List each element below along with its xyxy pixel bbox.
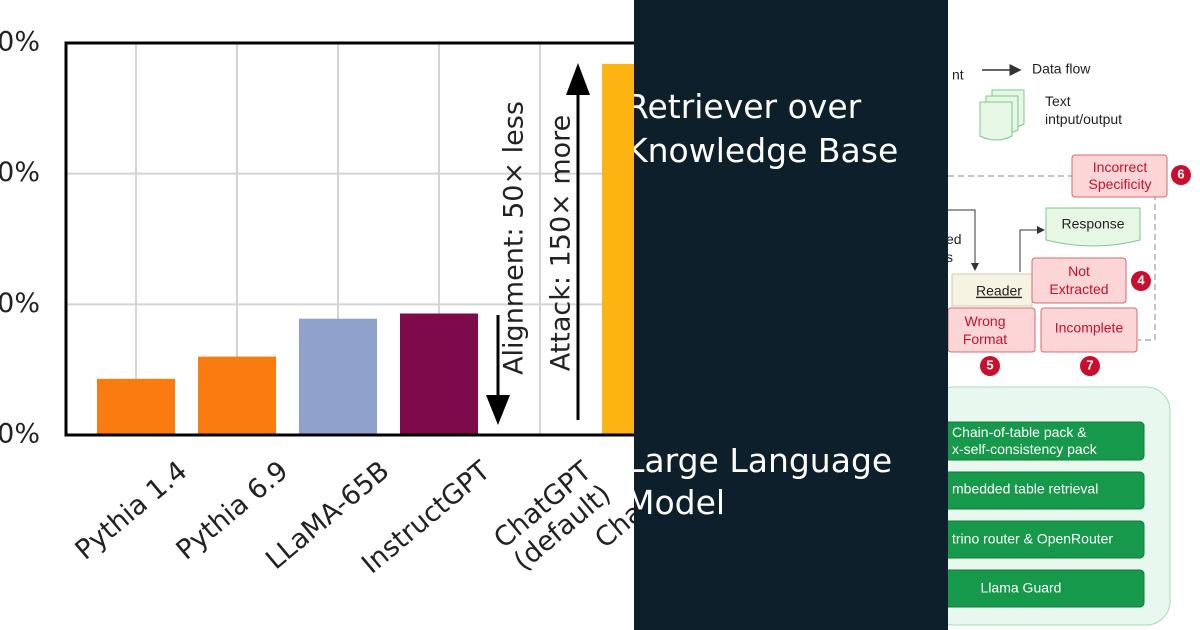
- badge: [1131, 271, 1151, 291]
- bar: [198, 356, 276, 435]
- legend-text: nt: [952, 67, 964, 83]
- doc-icon: [979, 101, 1013, 141]
- node-label: ed s: [946, 231, 962, 265]
- annotation: Attack: 150× more: [546, 115, 577, 372]
- bar: [97, 378, 175, 435]
- tool-button: [948, 421, 1145, 461]
- panel-bg: [634, 0, 948, 630]
- badge: [980, 356, 1000, 376]
- panel-text: Retriever over Knowledge Base: [626, 87, 898, 170]
- error-label: Incorrect Specificity: [1088, 159, 1151, 192]
- arrow-head: [566, 63, 590, 95]
- y-tick-label: 0%: [0, 419, 40, 450]
- badge-label: 4: [1137, 272, 1145, 287]
- badge-label: 7: [1086, 357, 1093, 372]
- badge: [1080, 356, 1100, 376]
- error-label: Incomplete: [1055, 320, 1124, 336]
- tool-button: [948, 471, 1145, 510]
- x-tick-label: ChatGPT(default): [488, 455, 617, 577]
- flow-arrow: [948, 209, 979, 271]
- flow-arrow: [1019, 226, 1045, 272]
- tool-label: trino router & OpenRouter: [952, 531, 1113, 547]
- error-box: [1040, 307, 1138, 353]
- error-box: [1071, 154, 1168, 198]
- panel-text: Large Language Model: [626, 441, 892, 522]
- tool-button: [948, 520, 1145, 559]
- tool-label: Chain-of-table pack & x-self-consistency …: [952, 424, 1098, 457]
- badge-label: 5: [986, 357, 993, 372]
- badge-label: 6: [1177, 166, 1184, 181]
- y-tick-label: 10%: [0, 288, 40, 319]
- badge: [1171, 165, 1191, 185]
- node-label: Response: [1061, 216, 1124, 232]
- error-label: Not Extracted: [1049, 263, 1108, 297]
- bar: [400, 313, 478, 435]
- tool-button: [948, 569, 1145, 608]
- legend-text: Data flow: [1032, 61, 1091, 77]
- response-doc: [1045, 207, 1141, 247]
- y-tick-label: 20%: [0, 157, 40, 188]
- x-tick-label: Pythia 1.4: [70, 455, 194, 566]
- diagram-panel: nt Data flow Text intput/output Incorrect…: [946, 61, 1191, 626]
- axis-frame: [64, 41, 634, 437]
- middle-panel: Retriever over Knowledge Base Large Langu…: [626, 0, 948, 630]
- error-box: [948, 307, 1036, 353]
- error-box: [1031, 257, 1127, 304]
- tool-label: Llama Guard: [981, 580, 1062, 596]
- bar: [602, 63, 634, 435]
- y-tick-label: 30%: [0, 27, 40, 58]
- bar: [299, 318, 377, 435]
- annotation: Alignment: 50× less: [499, 101, 530, 375]
- arrow-head: [486, 395, 510, 425]
- node-label: Reader: [976, 283, 1022, 299]
- legend-text: Text intput/output: [1045, 93, 1122, 127]
- tool-label: mbedded table retrieval: [952, 481, 1098, 497]
- error-label: Wrong Format: [963, 313, 1007, 347]
